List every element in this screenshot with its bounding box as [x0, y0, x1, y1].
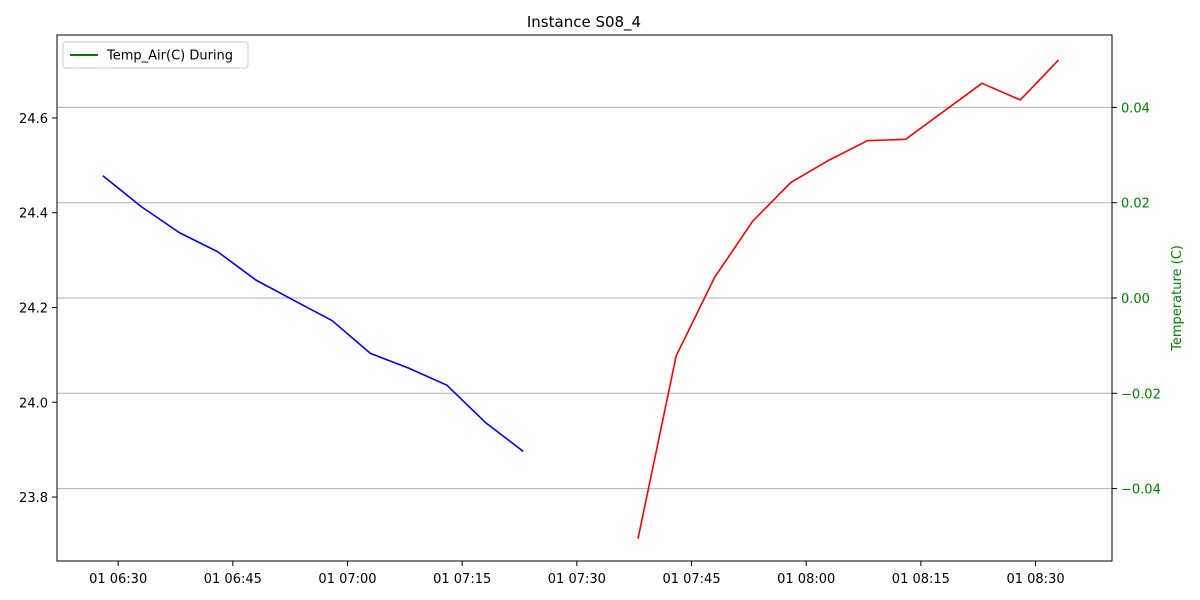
grid: [57, 106, 1112, 490]
y-left-tick-label: 23.8: [19, 491, 48, 506]
x-tick-label: 01 07:30: [548, 572, 606, 587]
y-right-tick-label: 0.00: [1121, 292, 1150, 307]
chart-title: Instance S08_4: [527, 13, 641, 32]
x-tick-label: 01 08:00: [777, 572, 835, 587]
y-left-tick-label: 24.0: [19, 396, 48, 411]
y-right-tick-label: −0.04: [1121, 483, 1161, 498]
y-right-tick-label: 0.04: [1121, 101, 1150, 116]
series-line-1: [637, 59, 1060, 539]
y-left-tick-label: 24.4: [19, 207, 48, 222]
x-tick-label: 01 08:15: [892, 572, 950, 587]
series-line-0: [102, 175, 524, 453]
x-tick-label: 01 07:15: [433, 572, 491, 587]
x-tick-label: 01 08:30: [1006, 572, 1064, 587]
legend-box: [62, 41, 249, 69]
y-axis-left: 23.8 24.0 24.2 24.4 24.6: [19, 112, 57, 506]
x-tick-label: 01 07:00: [318, 572, 376, 587]
x-tick-label: 01 06:30: [89, 572, 147, 587]
x-tick-label: 01 07:45: [662, 572, 720, 587]
legend-entry: Temp_Air(C) During: [106, 49, 233, 64]
legend: Temp_Air(C) During: [62, 41, 249, 69]
series-layer: [102, 59, 1060, 539]
y-left-tick-label: 24.2: [19, 301, 48, 316]
y-right-tick-label: 0.02: [1121, 197, 1150, 212]
x-axis: 01 06:30 01 06:45 01 07:00 01 07:15 01 07:30…: [89, 561, 1065, 587]
x-tick-label: 01 06:45: [204, 572, 262, 587]
y-axis-right: −0.04 −0.02 0.00 0.02 0.04: [1112, 101, 1161, 498]
y-left-tick-label: 24.6: [19, 112, 48, 127]
y-axis-right-label: Temperature (C): [1170, 245, 1185, 352]
y-right-tick-label: −0.02: [1121, 387, 1161, 402]
